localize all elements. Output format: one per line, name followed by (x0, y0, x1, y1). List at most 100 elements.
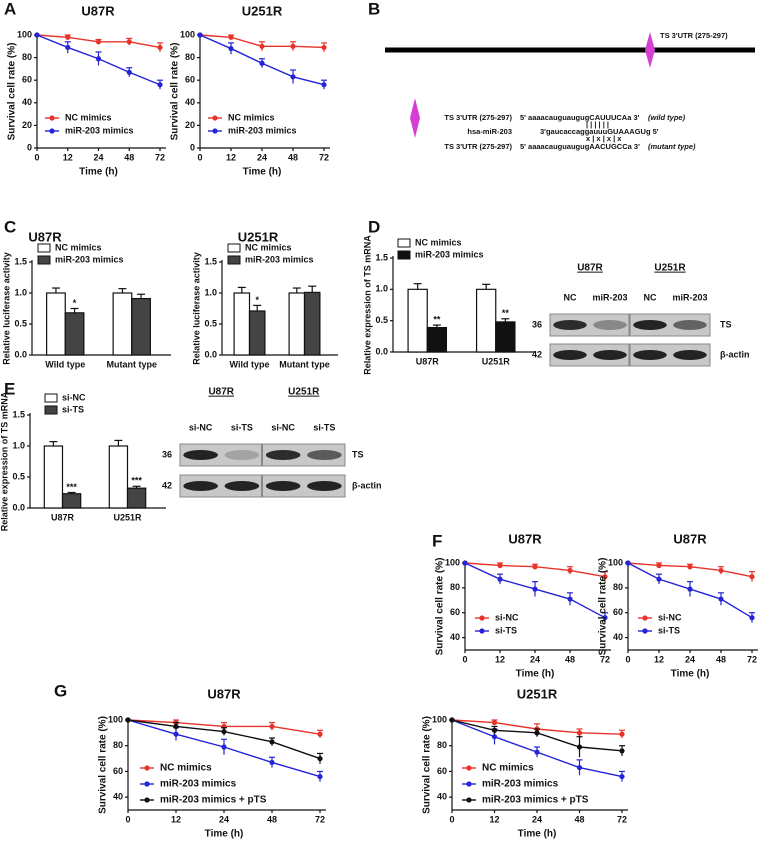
x-tick-label: 12 (495, 654, 505, 664)
legend-marker (212, 115, 218, 121)
blot-band (265, 481, 301, 491)
blot-strip (629, 343, 711, 367)
y-tick-label: 1.5 (204, 256, 217, 266)
legend-label: miR-203 mimics + pTS (160, 795, 267, 806)
point (157, 82, 163, 88)
point (269, 723, 275, 730)
y-tick-label: 60 (450, 607, 460, 617)
x-tick-label: 24 (532, 814, 542, 824)
legend-marker (144, 781, 150, 787)
blot-marker: 36 (532, 319, 542, 329)
y-axis-label: Survival cell rate (%) (98, 716, 109, 814)
bar (475, 288, 497, 353)
blot-band (673, 350, 707, 360)
blot-band (265, 450, 301, 460)
blot-band (553, 350, 587, 360)
legend-marker (642, 628, 648, 634)
blot-protein: β-actin (352, 480, 382, 490)
y-tick-label: 60 (613, 607, 623, 617)
bar (61, 493, 82, 509)
legend-label: si-TS (62, 404, 84, 414)
bar (288, 292, 306, 356)
legend-marker (479, 628, 485, 634)
legend-swatch (397, 238, 411, 248)
y-tick-label: 1.0 (204, 287, 217, 297)
blot-lane: miR-203 (672, 292, 707, 302)
legend-swatch (44, 405, 58, 415)
y-axis-label: Relative expression of TS mRNA (0, 391, 9, 531)
y-tick-label: 100 (445, 557, 460, 567)
row-seq: 5' aaaacauguaugugAACUGCCa 3' (520, 142, 640, 151)
row-seq: 5' aaaacauguaugugCAUUUCAa 3' (520, 113, 640, 122)
blot-band (224, 450, 260, 460)
bar (407, 288, 428, 353)
y-tick-label: 40 (437, 792, 447, 802)
point (228, 45, 234, 52)
blot-group: U251R (654, 263, 686, 274)
point (317, 773, 323, 780)
x-tick-label: 72 (319, 152, 329, 162)
y-tick-label: 80 (185, 52, 195, 62)
point (221, 728, 227, 735)
blot-lane: si-NC (189, 422, 213, 432)
legend-marker (212, 128, 218, 134)
x-axis-label: Time (h) (516, 669, 555, 680)
y-tick-label: 40 (22, 97, 32, 107)
bar (426, 326, 448, 353)
bar (233, 292, 251, 356)
row-seq: 3'gaucaccaggauuuGUAAAGUg 5' (540, 127, 659, 136)
blot-band (633, 320, 667, 330)
point (321, 82, 327, 88)
panel-label: G (54, 681, 67, 700)
y-axis-label: Relative luciferase activity (191, 252, 201, 365)
y-tick-label: 80 (437, 740, 447, 750)
x-tick-label: U87R (416, 356, 440, 366)
point (65, 44, 71, 51)
legend-label: si-TS (495, 625, 517, 635)
legend-label: NC mimics (160, 763, 212, 774)
y-tick-label: 1.0 (14, 287, 27, 297)
blot-group: U87R (577, 263, 603, 274)
y-tick-label: 1.5 (375, 252, 388, 262)
bar (43, 445, 64, 509)
x-tick-label: U251R (482, 356, 511, 366)
legend-label: miR-203 mimics (55, 254, 124, 264)
legend-label: miR-203 mimics (245, 254, 314, 264)
x-tick-label: Mutant type (279, 359, 330, 369)
x-tick-label: 24 (257, 152, 267, 162)
point (718, 567, 724, 574)
point (602, 574, 608, 580)
x-tick-label: 12 (654, 654, 664, 664)
blot-band (553, 320, 587, 330)
x-tick-label: 0 (197, 152, 202, 162)
y-tick-label: 60 (437, 766, 447, 776)
blot-lane: miR-203 (592, 292, 627, 302)
x-tick-label: 0 (625, 654, 630, 664)
legend-swatch (227, 243, 241, 253)
bar (126, 487, 147, 509)
x-tick-label: Wild type (230, 359, 270, 369)
y-tick-label: 40 (450, 632, 460, 642)
y-tick-label: 0.5 (14, 318, 27, 328)
point (656, 562, 662, 569)
x-tick-label: 48 (565, 654, 575, 664)
blot-marker: 42 (532, 349, 542, 359)
y-tick-label: 0.0 (12, 502, 25, 512)
blot-band (593, 350, 627, 360)
x-tick-label: 24 (219, 814, 229, 824)
row-name: TS 3'UTR (275-297) (444, 113, 512, 122)
x-tick-label: 72 (747, 654, 757, 664)
blot-protein: β-actin (720, 349, 750, 359)
x-tick-label: U251R (113, 512, 142, 522)
chart-title: U251R (517, 686, 558, 701)
blot-marker: 42 (162, 480, 172, 490)
point (173, 723, 179, 730)
blot-band (307, 450, 342, 460)
point (497, 576, 503, 582)
x-axis-label: Time (h) (79, 167, 118, 178)
y-axis-label: Survival cell rate (%) (598, 558, 609, 656)
point (534, 730, 540, 736)
y-tick-label: 80 (113, 740, 123, 750)
blot-band (183, 450, 218, 460)
point (532, 564, 538, 570)
